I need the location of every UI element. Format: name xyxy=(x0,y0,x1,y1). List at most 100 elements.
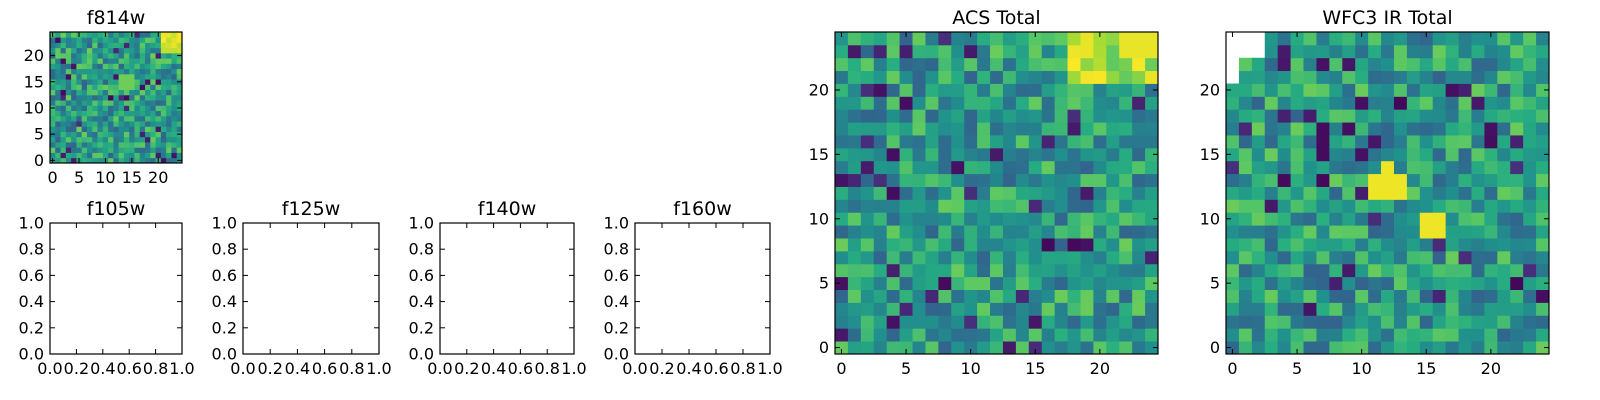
heatmap-cell xyxy=(145,121,151,127)
heatmap-cell xyxy=(1041,276,1056,290)
heatmap-cell xyxy=(1406,341,1421,355)
heatmap-cell xyxy=(1226,225,1240,239)
heatmap-cell xyxy=(1316,160,1330,175)
heatmap-cell xyxy=(65,126,72,132)
heatmap-cell xyxy=(1445,212,1459,226)
heatmap-cell xyxy=(1106,263,1120,278)
heatmap-cell xyxy=(951,328,965,342)
heatmap-cell xyxy=(50,58,56,64)
heatmap-cell xyxy=(139,157,146,164)
heatmap-cell xyxy=(1145,160,1159,175)
heatmap-cell xyxy=(1471,70,1485,84)
heatmap-cell xyxy=(1002,225,1017,239)
heatmap-cell xyxy=(1523,186,1537,200)
heatmap-cell xyxy=(55,89,61,96)
heatmap-cell xyxy=(86,115,93,122)
heatmap-cell xyxy=(71,37,77,43)
y-tick-label: 0.0 xyxy=(604,345,629,364)
heatmap-cell xyxy=(1145,135,1159,149)
y-tick-label: 0.6 xyxy=(409,266,434,285)
heatmap-cell xyxy=(65,79,72,85)
heatmap-cell xyxy=(1419,135,1434,149)
heatmap-cell xyxy=(1510,212,1524,226)
heatmap-cell xyxy=(1523,122,1537,136)
heatmap-cell xyxy=(1406,212,1421,226)
heatmap-cell xyxy=(1316,212,1330,226)
heatmap-cell xyxy=(81,115,88,122)
heatmap-cell xyxy=(835,289,849,303)
heatmap-cell xyxy=(1497,315,1511,329)
heatmap-cell xyxy=(873,173,888,187)
heatmap-cell xyxy=(97,157,104,164)
heatmap-cell xyxy=(1355,122,1369,136)
heatmap-cell xyxy=(129,131,135,138)
heatmap-cell xyxy=(925,70,939,84)
heatmap-cell xyxy=(1458,250,1472,265)
heatmap-cell xyxy=(1393,32,1408,46)
heatmap-cell xyxy=(108,79,114,85)
heatmap-cell xyxy=(1119,276,1133,290)
heatmap-cell xyxy=(1277,32,1291,46)
heatmap-cell xyxy=(1393,238,1408,252)
heatmap-cell xyxy=(71,147,77,153)
heatmap-cell xyxy=(97,52,104,59)
heatmap-cell xyxy=(166,152,172,159)
heatmap-cell xyxy=(1329,83,1343,97)
heatmap-cell xyxy=(835,160,849,175)
heatmap-cell xyxy=(1067,122,1081,136)
heatmap-cell xyxy=(155,58,162,64)
heatmap-cell xyxy=(1458,328,1472,342)
heatmap-cell xyxy=(60,131,67,138)
heatmap-cell xyxy=(977,122,991,136)
heatmap-cell xyxy=(1106,57,1120,72)
heatmap-cell xyxy=(171,63,178,70)
heatmap-cell xyxy=(1471,238,1485,252)
heatmap-cell xyxy=(951,160,965,175)
heatmap-cell xyxy=(1381,83,1395,97)
heatmap-cell xyxy=(847,341,862,355)
heatmap-cell xyxy=(81,84,88,91)
heatmap-cell xyxy=(1484,341,1498,355)
heatmap-cell xyxy=(886,57,900,72)
x-tick-label: 0.4 xyxy=(285,359,310,378)
heatmap-cell xyxy=(123,136,130,143)
heatmap-cell xyxy=(1290,135,1304,149)
heatmap-cell xyxy=(873,32,888,46)
heatmap-cell xyxy=(81,52,88,59)
heatmap-cell xyxy=(97,147,104,153)
heatmap-cell xyxy=(990,289,1004,303)
heatmap-cell xyxy=(1523,199,1537,213)
heatmap-cell xyxy=(1406,276,1421,290)
heatmap-cell xyxy=(71,58,77,64)
heatmap-cell xyxy=(1067,160,1081,175)
heatmap-cell xyxy=(1067,44,1081,59)
heatmap-cell xyxy=(1471,199,1485,213)
heatmap-cell xyxy=(1445,160,1459,175)
heatmap-cell xyxy=(1277,83,1291,97)
heatmap-cell xyxy=(81,126,88,132)
heatmap-cell xyxy=(847,328,862,342)
heatmap-cell xyxy=(1067,57,1081,72)
heatmap-cell xyxy=(951,122,965,136)
heatmap-cell xyxy=(1226,160,1240,175)
heatmap-cell xyxy=(166,157,172,164)
heatmap-cell xyxy=(92,110,98,117)
heatmap-cell xyxy=(1132,263,1146,278)
heatmap-cell xyxy=(65,73,72,80)
heatmap-cell xyxy=(1329,70,1343,84)
heatmap-cell xyxy=(65,47,72,54)
heatmap-cell xyxy=(1406,44,1421,59)
heatmap-cell xyxy=(1368,83,1382,97)
heatmap-cell xyxy=(860,315,875,329)
heatmap-cell xyxy=(1067,315,1081,329)
heatmap-cell xyxy=(1536,173,1550,187)
heatmap-cell xyxy=(1303,44,1317,59)
heatmap-cell xyxy=(129,68,135,75)
heatmap-cell xyxy=(86,126,93,132)
heatmap-cell xyxy=(847,250,862,265)
heatmap-cell xyxy=(1041,96,1056,110)
heatmap-cell xyxy=(1303,70,1317,84)
heatmap-cell xyxy=(938,32,952,46)
heatmap-cell xyxy=(886,160,900,175)
heatmap-cell xyxy=(81,58,88,64)
